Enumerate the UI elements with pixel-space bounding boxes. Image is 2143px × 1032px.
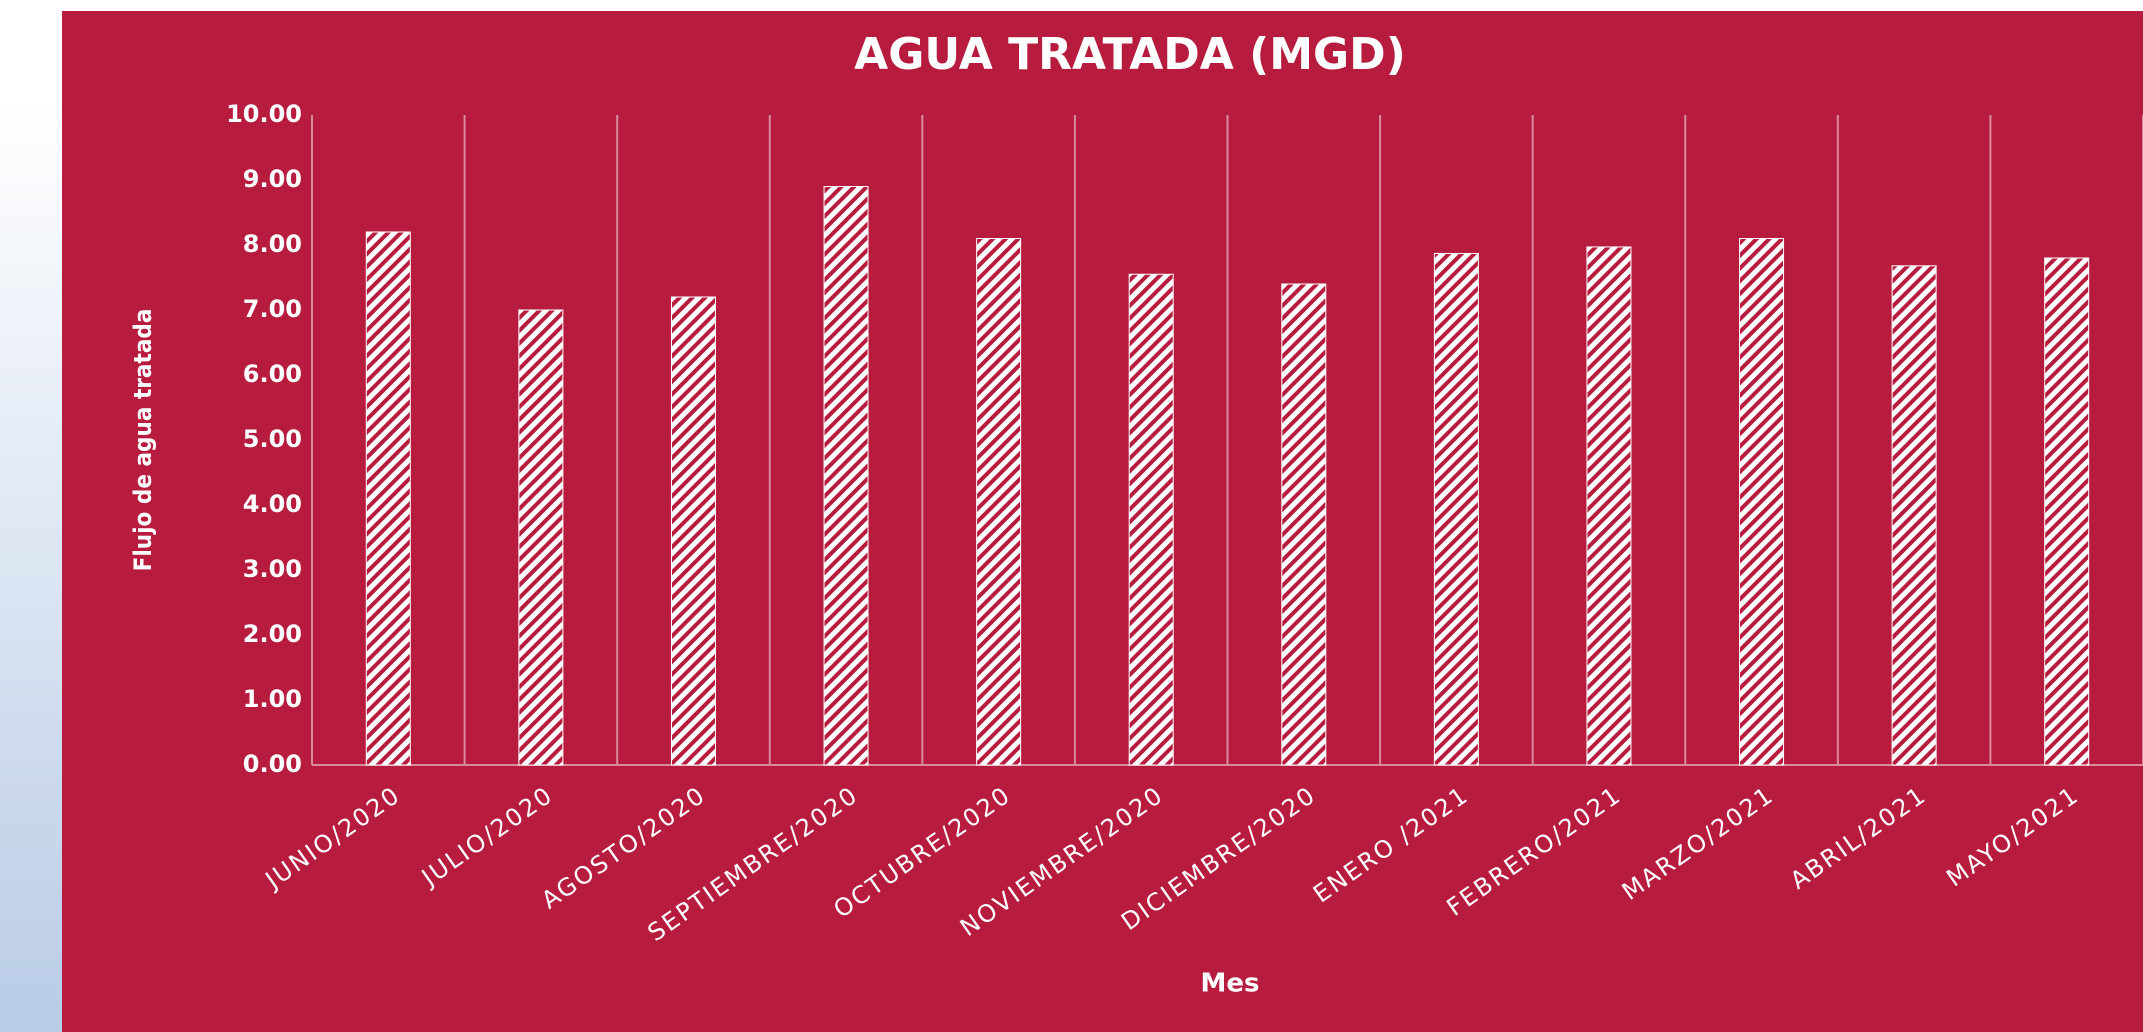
chart-title: AGUA TRATADA (MGD) [854,29,1406,80]
y-tick-label: 1.00 [243,685,302,713]
bar [670,296,716,766]
y-tick-label: 6.00 [243,360,302,388]
y-tick-label: 3.00 [243,555,302,583]
bar [518,309,564,766]
y-tick-label: 4.00 [243,490,302,518]
bar [1281,283,1327,766]
y-tick-label: 0.00 [243,750,302,778]
y-axis-label: Flujo de agua tratada [129,309,157,572]
y-tick-label: 2.00 [243,620,302,648]
y-tick-label: 5.00 [243,425,302,453]
x-axis-label: Mes [1201,969,1260,999]
bar [1433,252,1479,766]
bar [823,186,869,766]
bar [1739,238,1785,766]
y-tick-label: 10.00 [226,100,302,128]
y-tick-label: 7.00 [243,295,302,323]
bar [1128,273,1174,766]
y-tick-label: 9.00 [243,165,302,193]
bar [976,238,1022,766]
y-tick-label: 8.00 [243,230,302,258]
bar [365,231,411,766]
bar [2044,257,2090,766]
bar [1586,246,1632,766]
bar [1891,265,1937,766]
